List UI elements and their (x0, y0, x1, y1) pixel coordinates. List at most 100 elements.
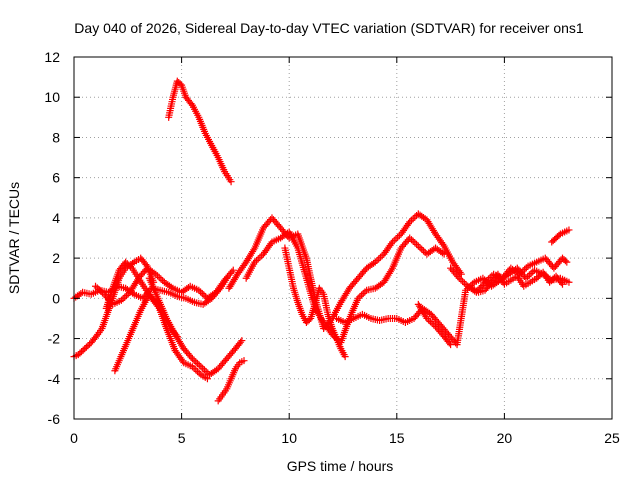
data-point (456, 268, 464, 276)
data-point (447, 341, 455, 349)
data-point (440, 250, 448, 258)
data-point (82, 343, 90, 351)
data-point (414, 242, 422, 250)
series-track-i (225, 210, 465, 332)
data-point (416, 244, 424, 252)
data-point (404, 220, 412, 228)
data-point (534, 273, 542, 281)
data-point (524, 273, 532, 281)
data-point (392, 235, 400, 243)
data-point (202, 368, 210, 376)
data-point (426, 318, 434, 326)
data-point (561, 257, 569, 265)
series-track-k (281, 244, 349, 361)
y-tick-label: 12 (44, 49, 60, 65)
chart-title: Day 040 of 2026, Sidereal Day-to-day VTE… (74, 20, 584, 36)
data-point (199, 364, 207, 372)
data-point (76, 349, 84, 357)
x-tick-label: 10 (281, 430, 297, 446)
data-point (483, 277, 491, 285)
data-point (563, 258, 571, 266)
data-point (197, 363, 205, 371)
data-point (167, 283, 175, 291)
x-tick-label: 20 (497, 430, 513, 446)
data-point (460, 279, 468, 287)
series-track-f (111, 290, 211, 383)
data-point (155, 273, 163, 281)
grid-lines (74, 57, 612, 419)
data-point (254, 255, 262, 263)
data-point (123, 260, 131, 268)
data-point (194, 368, 202, 376)
data-point (378, 252, 386, 260)
data-point (375, 255, 383, 263)
data-point (519, 267, 527, 275)
data-point (536, 271, 544, 279)
data-point (527, 269, 535, 277)
data-point (200, 366, 208, 374)
data-point (565, 278, 573, 286)
data-point (192, 366, 200, 374)
data-point (480, 280, 488, 288)
data-point (522, 264, 530, 272)
y-tick-label: -6 (48, 411, 61, 427)
data-point (361, 288, 369, 296)
data-point (546, 278, 554, 286)
data-point (122, 258, 130, 266)
data-point (390, 236, 398, 244)
data-point (194, 359, 202, 367)
data-point (559, 280, 567, 288)
data-point (419, 247, 427, 255)
data-point (93, 284, 101, 292)
data-point (79, 346, 87, 354)
data-point (407, 216, 415, 224)
data-point (92, 282, 100, 290)
data-point (406, 234, 414, 242)
data-point (126, 263, 134, 271)
data-point (521, 265, 529, 273)
data-point (356, 293, 364, 301)
data-point (190, 364, 198, 372)
data-point (228, 268, 236, 276)
data-point (439, 240, 447, 248)
data-point (525, 271, 533, 279)
data-point (557, 279, 565, 287)
y-tick-label: -4 (48, 371, 61, 387)
data-point (358, 291, 366, 299)
data-point (188, 355, 196, 363)
data-point (92, 332, 100, 340)
data-point (371, 258, 379, 266)
data-point (153, 272, 161, 280)
data-point (394, 233, 402, 241)
data-point (258, 252, 266, 260)
data-points (70, 77, 573, 405)
y-tick-label: 10 (44, 89, 60, 105)
data-point (119, 295, 127, 303)
series-track-j (242, 228, 448, 347)
data-point (117, 296, 125, 304)
data-point (237, 338, 245, 346)
axis-ticks (73, 56, 613, 420)
data-point (195, 286, 203, 294)
series-track-o (548, 226, 573, 246)
data-point (359, 290, 367, 298)
data-point (423, 314, 431, 322)
data-point (529, 268, 537, 276)
x-tick-label: 0 (70, 430, 78, 446)
data-point (187, 100, 195, 108)
data-point (198, 290, 206, 298)
y-tick-label: 2 (52, 250, 60, 266)
series-track-a (165, 77, 235, 186)
data-point (98, 289, 106, 297)
data-point (387, 240, 395, 248)
data-point (251, 258, 259, 266)
x-tick-label: 15 (389, 430, 405, 446)
data-point (229, 266, 237, 274)
tick-labels: 0 5 10 15 20 25 -6 -4 -2 0 2 4 6 8 10 12 (44, 49, 620, 446)
data-point (425, 316, 433, 324)
data-point (411, 213, 419, 221)
data-point (77, 290, 85, 298)
series-track-m (414, 300, 455, 349)
data-point (409, 215, 417, 223)
